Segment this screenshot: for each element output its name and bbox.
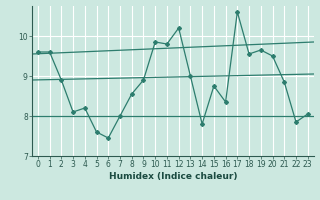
- X-axis label: Humidex (Indice chaleur): Humidex (Indice chaleur): [108, 172, 237, 181]
